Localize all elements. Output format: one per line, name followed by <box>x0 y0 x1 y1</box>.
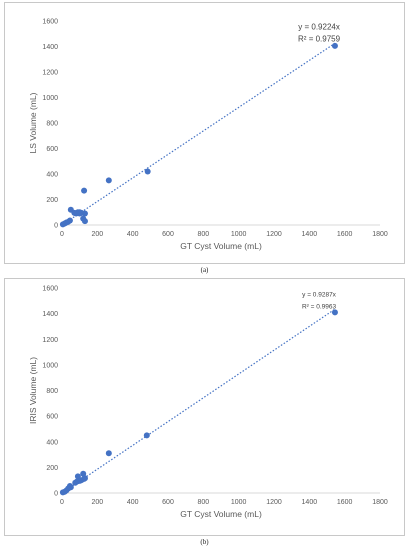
y-tick-label: 1400 <box>42 311 58 318</box>
y-tick-label: 1000 <box>42 95 58 102</box>
chart-panel-b: 0 200 400 600 800 1000 1200 1400 1600 0 200 400 600 8… <box>4 278 405 536</box>
x-tick-label: 1000 <box>231 231 247 238</box>
y-tick-label: 600 <box>46 414 58 421</box>
y-tick-label: 400 <box>46 172 58 179</box>
data-point <box>105 450 112 457</box>
x-axis-label: GT Cyst Volume (mL) <box>180 241 262 251</box>
r-squared-label: R² = 0.9963 <box>302 304 337 311</box>
data-point <box>67 484 74 491</box>
trendline-equation: y = 0.9224x <box>298 22 340 31</box>
x-tick-label: 0 <box>60 231 64 238</box>
caption-b: (b) <box>200 538 209 546</box>
data-point <box>81 187 88 194</box>
scatter-chart-a: 0 200 400 600 800 1000 1200 1400 1600 0 200 400 600 8… <box>28 19 388 252</box>
x-tick-label: 600 <box>162 499 174 506</box>
y-tick-label: 800 <box>46 388 58 395</box>
x-tick-label: 200 <box>91 231 103 238</box>
data-point <box>144 168 151 175</box>
data-point <box>81 218 88 225</box>
x-tick-label: 1200 <box>266 231 282 238</box>
caption-a: (a) <box>200 266 209 274</box>
data-point <box>331 42 338 49</box>
y-axis-label: LS Volume (mL) <box>28 92 38 153</box>
x-tick-label: 400 <box>127 499 139 506</box>
y-tick-label: 1200 <box>42 70 58 77</box>
x-tick-label: 400 <box>127 231 139 238</box>
r-squared-label: R² = 0.9759 <box>298 34 341 43</box>
y-tick-label: 0 <box>54 223 58 230</box>
data-point <box>66 217 73 224</box>
y-tick-label: 1000 <box>42 362 58 369</box>
y-axis-label: IRIS Volume (mL) <box>28 357 38 424</box>
x-tick-label: 800 <box>197 231 209 238</box>
x-tick-label: 1400 <box>302 231 318 238</box>
scatter-chart-b: 0 200 400 600 800 1000 1200 1400 1600 0 200 400 600 8… <box>28 286 388 520</box>
y-tick-label: 200 <box>46 197 58 204</box>
y-tick-label: 0 <box>54 491 58 498</box>
trendline-equation: y = 0.9287x <box>302 291 337 298</box>
y-tick-label: 400 <box>46 439 58 446</box>
data-point <box>105 177 112 184</box>
x-axis-label: GT Cyst Volume (mL) <box>180 509 262 519</box>
x-tick-label: 1200 <box>266 499 282 506</box>
data-point <box>81 475 88 482</box>
y-tick-label: 1400 <box>42 44 58 51</box>
x-tick-label: 1400 <box>302 499 318 506</box>
trendline <box>61 42 336 226</box>
x-tick-label: 0 <box>60 499 64 506</box>
y-tick-label: 600 <box>46 146 58 153</box>
data-point <box>143 432 150 439</box>
y-tick-label: 800 <box>46 121 58 128</box>
y-tick-label: 200 <box>46 465 58 472</box>
data-point <box>81 210 88 217</box>
x-tick-label: 1600 <box>337 499 353 506</box>
x-tick-label: 200 <box>91 499 103 506</box>
x-tick-label: 1600 <box>337 231 353 238</box>
x-tick-label: 1000 <box>231 499 247 506</box>
y-tick-label: 1600 <box>42 19 58 26</box>
trendline <box>61 308 336 494</box>
x-tick-label: 600 <box>162 231 174 238</box>
x-tick-label: 800 <box>197 499 209 506</box>
chart-panel-a: 0 200 400 600 800 1000 1200 1400 1600 0 200 400 600 8… <box>4 2 405 264</box>
x-tick-label: 1800 <box>372 499 388 506</box>
y-tick-label: 1600 <box>42 286 58 293</box>
y-tick-label: 1200 <box>42 337 58 344</box>
x-tick-label: 1800 <box>372 231 388 238</box>
data-point <box>331 309 338 316</box>
